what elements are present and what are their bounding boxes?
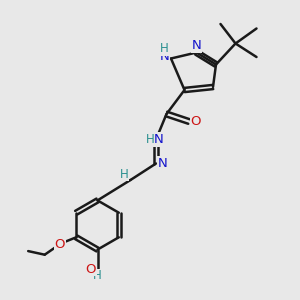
Text: N: N [158, 157, 167, 170]
Text: H: H [93, 269, 102, 282]
Text: N: N [160, 50, 169, 64]
Text: O: O [190, 115, 201, 128]
Text: N: N [154, 133, 163, 146]
Text: O: O [86, 262, 96, 276]
Text: O: O [54, 238, 65, 251]
Text: N: N [192, 39, 201, 52]
Text: H: H [160, 42, 169, 55]
Text: H: H [146, 133, 154, 146]
Text: H: H [119, 167, 128, 181]
